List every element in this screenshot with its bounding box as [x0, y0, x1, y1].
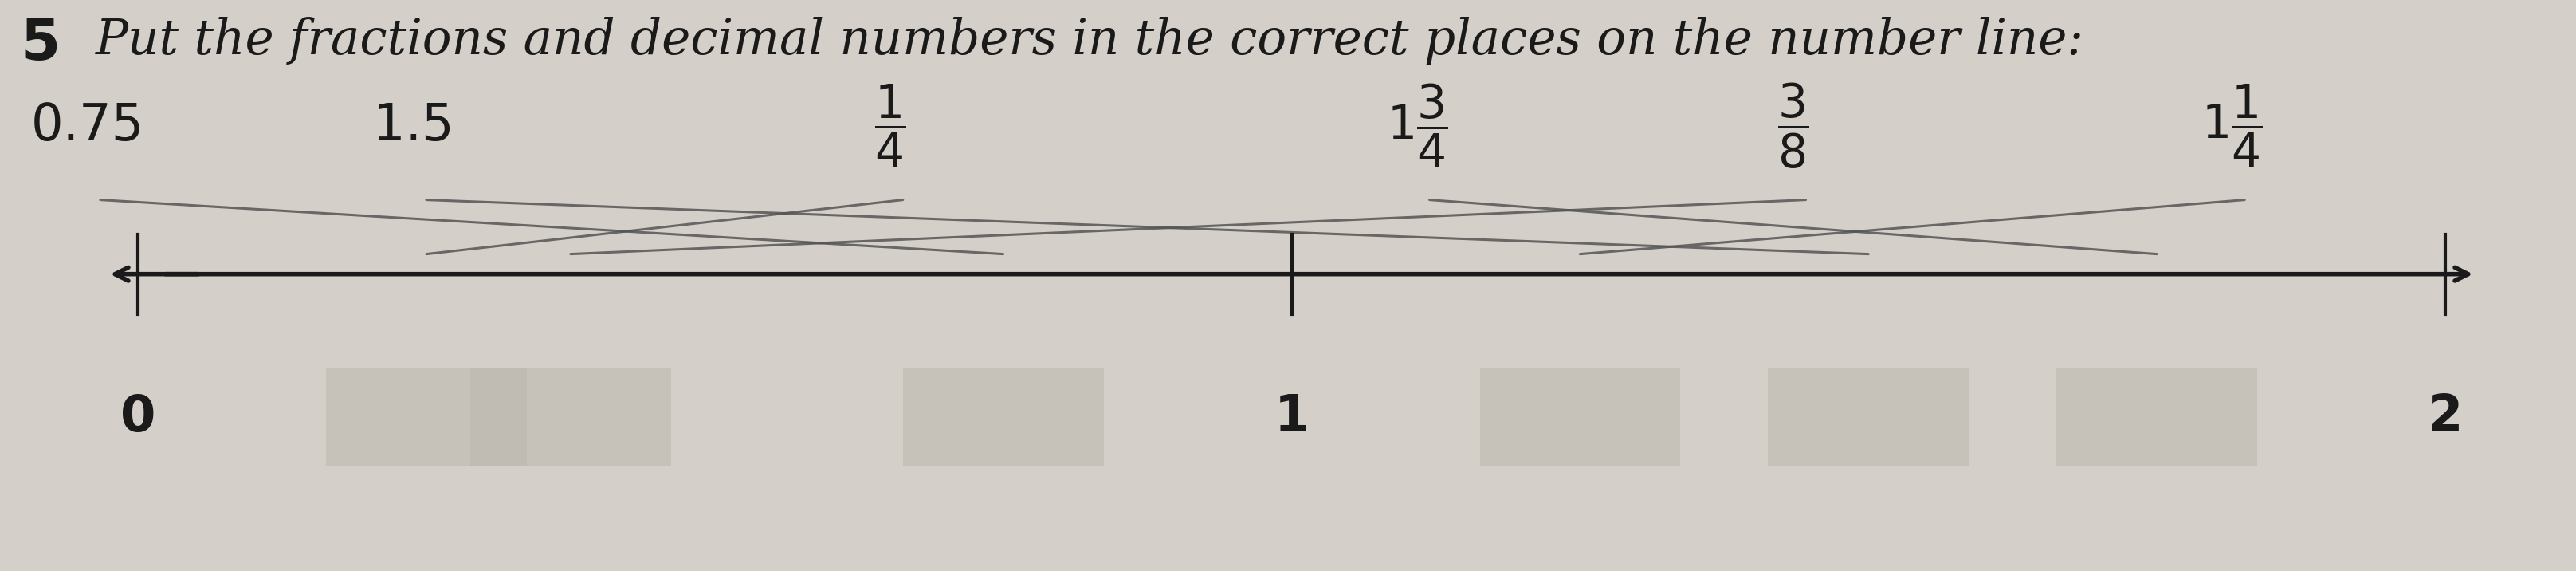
Text: 1.5: 1.5 [374, 101, 453, 150]
Text: $1\dfrac{3}{4}$: $1\dfrac{3}{4}$ [1386, 82, 1448, 170]
Text: $\dfrac{1}{4}$: $\dfrac{1}{4}$ [876, 82, 907, 169]
Text: 0: 0 [121, 392, 155, 441]
Text: $\dfrac{3}{8}$: $\dfrac{3}{8}$ [1777, 81, 1808, 170]
Text: Put the fractions and decimal numbers in the correct places on the number line:: Put the fractions and decimal numbers in… [95, 17, 2084, 65]
Text: 5: 5 [21, 17, 59, 72]
Text: 1: 1 [1275, 392, 1309, 441]
Text: 2: 2 [2427, 392, 2463, 441]
FancyBboxPatch shape [1767, 368, 1968, 465]
FancyBboxPatch shape [1479, 368, 1680, 465]
Text: $1\dfrac{1}{4}$: $1\dfrac{1}{4}$ [2202, 82, 2262, 169]
FancyBboxPatch shape [327, 368, 526, 465]
FancyBboxPatch shape [902, 368, 1103, 465]
Text: 0.75: 0.75 [31, 101, 144, 150]
FancyBboxPatch shape [2056, 368, 2257, 465]
FancyBboxPatch shape [471, 368, 670, 465]
